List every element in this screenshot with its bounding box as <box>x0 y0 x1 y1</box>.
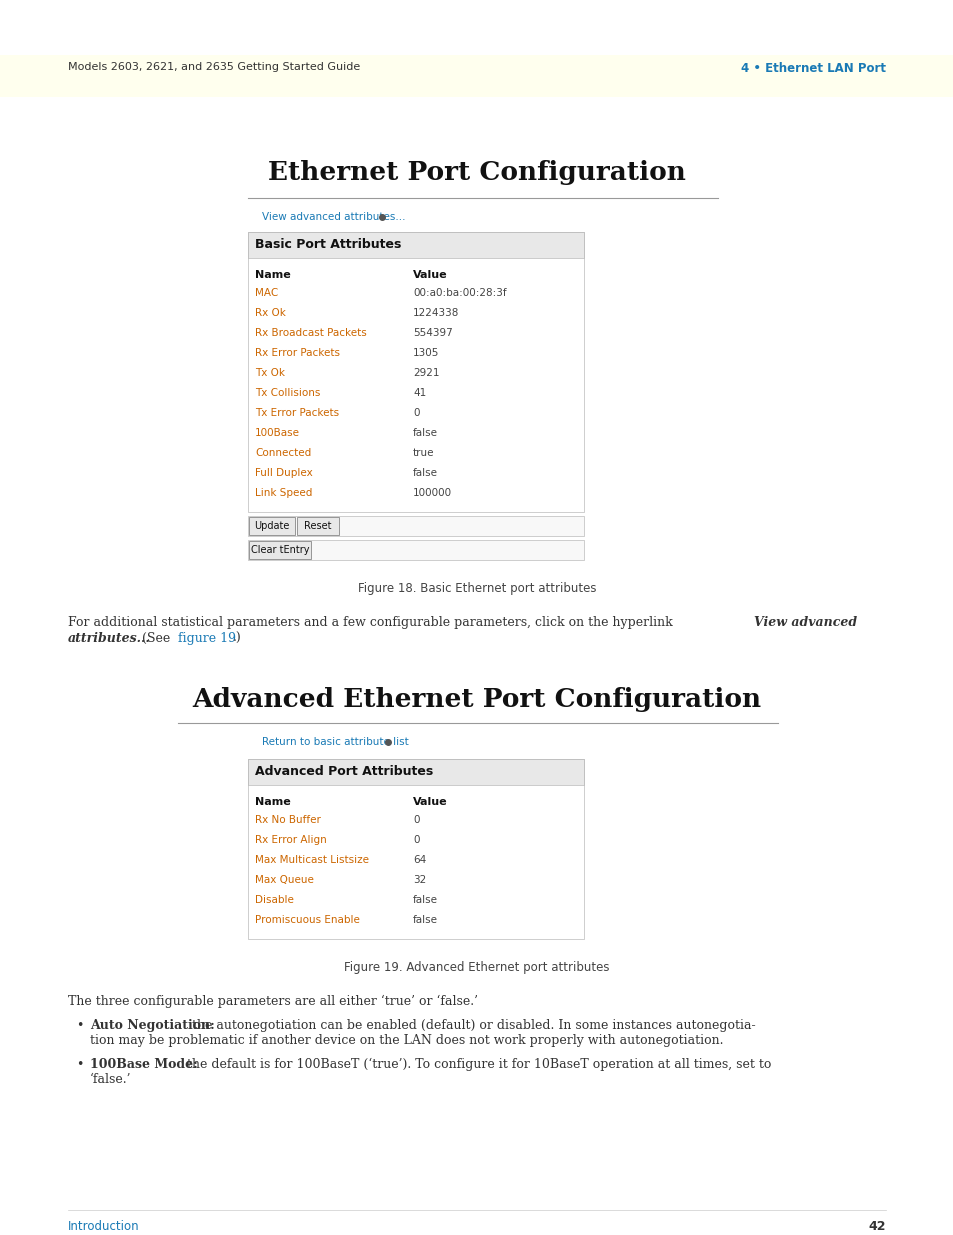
Text: 0: 0 <box>413 815 419 825</box>
Text: Return to basic attribute list: Return to basic attribute list <box>262 737 408 747</box>
Text: 1224338: 1224338 <box>413 308 459 317</box>
FancyBboxPatch shape <box>248 760 583 785</box>
Text: Advanced Ethernet Port Configuration: Advanced Ethernet Port Configuration <box>193 687 760 713</box>
Text: Max Multicast Listsize: Max Multicast Listsize <box>254 855 369 864</box>
Text: Disable: Disable <box>254 895 294 905</box>
Text: Name: Name <box>254 270 291 280</box>
Text: Advanced Port Attributes: Advanced Port Attributes <box>254 764 433 778</box>
Text: Name: Name <box>254 797 291 806</box>
Text: Rx Ok: Rx Ok <box>254 308 286 317</box>
Text: Promiscuous Enable: Promiscuous Enable <box>254 915 359 925</box>
Text: Rx Broadcast Packets: Rx Broadcast Packets <box>254 329 366 338</box>
Text: Rx Error Align: Rx Error Align <box>254 835 327 845</box>
Text: false: false <box>413 895 437 905</box>
FancyBboxPatch shape <box>248 516 583 536</box>
Text: Rx Error Packets: Rx Error Packets <box>254 348 339 358</box>
Text: •: • <box>76 1019 83 1032</box>
Text: Value: Value <box>413 797 447 806</box>
Text: 0: 0 <box>413 835 419 845</box>
Text: Value: Value <box>413 270 447 280</box>
Text: Auto Negotiation:: Auto Negotiation: <box>90 1019 214 1032</box>
Text: Tx Error Packets: Tx Error Packets <box>254 408 338 417</box>
Text: the autonegotiation can be enabled (default) or disabled. In some instances auto: the autonegotiation can be enabled (defa… <box>188 1019 755 1032</box>
Text: false: false <box>413 915 437 925</box>
Text: 0: 0 <box>413 408 419 417</box>
Text: the default is for 100BaseT (‘true’). To configure it for 10BaseT operation at a: the default is for 100BaseT (‘true’). To… <box>183 1058 771 1071</box>
Text: 100Base: 100Base <box>254 429 299 438</box>
Text: Tx Collisions: Tx Collisions <box>254 388 320 398</box>
Text: 41: 41 <box>413 388 426 398</box>
Text: 100000: 100000 <box>413 488 452 498</box>
Text: 2921: 2921 <box>413 368 439 378</box>
Text: Models 2603, 2621, and 2635 Getting Started Guide: Models 2603, 2621, and 2635 Getting Star… <box>68 62 360 72</box>
Text: Introduction: Introduction <box>68 1220 139 1233</box>
Text: Connected: Connected <box>254 448 311 458</box>
Text: false: false <box>413 429 437 438</box>
Text: 1305: 1305 <box>413 348 439 358</box>
Text: Basic Port Attributes: Basic Port Attributes <box>254 238 401 251</box>
FancyBboxPatch shape <box>248 232 583 258</box>
Text: Reset: Reset <box>304 521 332 531</box>
Text: 42: 42 <box>867 1220 885 1233</box>
Text: Full Duplex: Full Duplex <box>254 468 313 478</box>
Text: figure 19: figure 19 <box>178 632 235 645</box>
Text: attributes...: attributes... <box>68 632 151 645</box>
Text: false: false <box>413 468 437 478</box>
Text: 00:a0:ba:00:28:3f: 00:a0:ba:00:28:3f <box>413 288 506 298</box>
Text: true: true <box>413 448 434 458</box>
FancyBboxPatch shape <box>296 517 338 535</box>
Text: Link Speed: Link Speed <box>254 488 312 498</box>
Text: Clear tEntry: Clear tEntry <box>251 545 309 555</box>
FancyBboxPatch shape <box>248 540 583 559</box>
FancyBboxPatch shape <box>249 541 311 559</box>
Text: 32: 32 <box>413 876 426 885</box>
Text: Ethernet Port Configuration: Ethernet Port Configuration <box>268 161 685 185</box>
Text: tion may be problematic if another device on the LAN does not work properly with: tion may be problematic if another devic… <box>90 1034 722 1047</box>
Text: The three configurable parameters are all either ‘true’ or ‘false.’: The three configurable parameters are al… <box>68 995 477 1008</box>
Text: 4 • Ethernet LAN Port: 4 • Ethernet LAN Port <box>740 62 885 75</box>
Text: For additional statistical parameters and a few configurable parameters, click o: For additional statistical parameters an… <box>68 616 676 629</box>
Text: .): .) <box>233 632 241 645</box>
Text: 100Base Mode:: 100Base Mode: <box>90 1058 197 1071</box>
Text: Figure 19. Advanced Ethernet port attributes: Figure 19. Advanced Ethernet port attrib… <box>344 961 609 974</box>
Text: View advanced: View advanced <box>753 616 856 629</box>
Text: Update: Update <box>254 521 290 531</box>
Text: ‘false.’: ‘false.’ <box>90 1073 132 1086</box>
Text: 554397: 554397 <box>413 329 453 338</box>
Text: •: • <box>76 1058 83 1071</box>
FancyBboxPatch shape <box>249 517 294 535</box>
Text: (See: (See <box>138 632 174 645</box>
Text: Tx Ok: Tx Ok <box>254 368 285 378</box>
Text: Rx No Buffer: Rx No Buffer <box>254 815 320 825</box>
Text: Figure 18. Basic Ethernet port attributes: Figure 18. Basic Ethernet port attribute… <box>357 582 596 595</box>
FancyBboxPatch shape <box>0 56 953 98</box>
Text: View advanced attributes...: View advanced attributes... <box>262 212 405 222</box>
Text: Max Queue: Max Queue <box>254 876 314 885</box>
Text: MAC: MAC <box>254 288 278 298</box>
Text: 64: 64 <box>413 855 426 864</box>
